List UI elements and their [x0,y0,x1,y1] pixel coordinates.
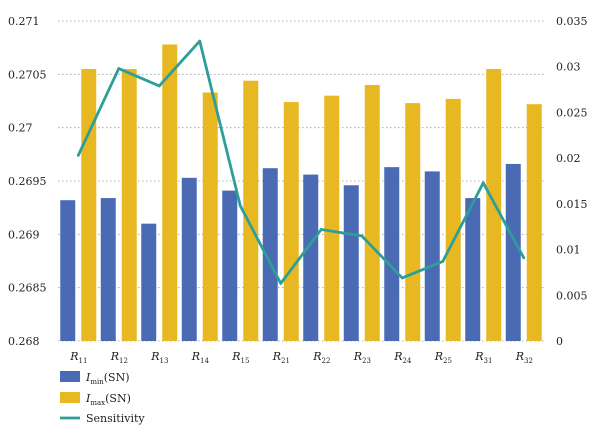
imax-bar [202,92,218,341]
right-tick-label: 0.005 [556,289,588,302]
category-label: R13 [150,350,168,365]
imax-bar [162,44,178,341]
category-label: R12 [110,350,128,365]
imin-bar [343,185,359,341]
imin-bar [222,190,238,341]
category-label: R24 [393,350,412,365]
sensitivity-point [441,260,445,263]
legend-swatch [60,392,80,403]
sensitivity-point [522,256,526,260]
imax-bar [364,85,380,341]
right-tick-label: 0 [556,335,563,348]
right-tick-label: 0.025 [556,106,588,119]
left-tick-label: 0.269 [8,228,40,241]
imin-bar [181,177,197,341]
imin-bar [262,168,278,341]
legend-label: Sensitivity [86,412,145,425]
category-label: R25 [434,350,452,365]
gridlines [58,20,544,342]
imin-bar [100,198,116,341]
left-tick-label: 0.2685 [8,282,47,295]
left-tick-label: 0.27 [8,122,33,135]
imax-bar [445,98,461,341]
imin-bar [141,223,157,341]
sensitivity-point [481,181,485,185]
sensitivity-point [157,84,161,88]
imin-bar [384,167,400,341]
sensitivity-point [360,234,364,238]
imin-bar [505,163,521,341]
imax-bar [121,69,137,341]
category-label: R31 [474,350,492,365]
category-label: R15 [231,350,249,365]
right-tick-label: 0.035 [556,15,588,28]
imax-bar [283,102,299,341]
sensitivity-point [76,154,80,157]
sensitivity-point [238,204,242,208]
category-label: R22 [312,350,330,365]
imin-bar [465,198,481,341]
sensitivity-point [117,67,121,70]
category-label: R21 [272,350,290,365]
bars [60,44,542,342]
imax-bar [526,104,542,341]
left-tick-label: 0.271 [8,15,40,28]
right-tick-label: 0.015 [556,198,588,211]
right-tick-label: 0.03 [556,61,581,74]
left-axis-ticks: 0.268 0.2685 0.269 0.2695 0.27 0.2705 0.271 [8,15,47,348]
right-tick-label: 0.01 [556,244,581,257]
sensitivity-line [76,39,525,285]
sensitivity-point [198,39,202,43]
imax-bar [405,103,421,341]
category-label: R23 [353,350,371,365]
legend-swatch [60,371,80,382]
imax-bar [81,69,97,341]
right-axis-ticks: 0 0.005 0.01 0.015 0.02 0.025 0.03 0.035 [556,15,588,348]
sensitivity-point [400,276,404,280]
imin-bar [60,200,76,341]
left-tick-label: 0.2695 [8,175,47,188]
category-label: R11 [69,350,87,365]
imin-bar [424,171,440,341]
category-label: R32 [515,350,533,365]
left-tick-label: 0.2705 [8,68,47,81]
legend: Imin(SN) Imax(SN) Sensitivity [60,371,145,425]
imin-bar [303,174,319,341]
legend-label: Imax(SN) [85,392,131,407]
sensitivity-point [279,282,283,285]
imax-bar [324,95,340,342]
sensitivity-line-group [76,39,526,285]
category-label: R14 [191,350,210,365]
right-tick-label: 0.02 [556,152,581,165]
sensitivity-point [319,228,323,231]
category-labels: R11 R12 R13 R14 R15 R21 R22 R23 R24 R25 R31 R32 [69,350,533,365]
left-tick-label: 0.268 [8,335,40,348]
legend-label: Imin(SN) [85,371,130,386]
imax-bar [243,80,259,341]
